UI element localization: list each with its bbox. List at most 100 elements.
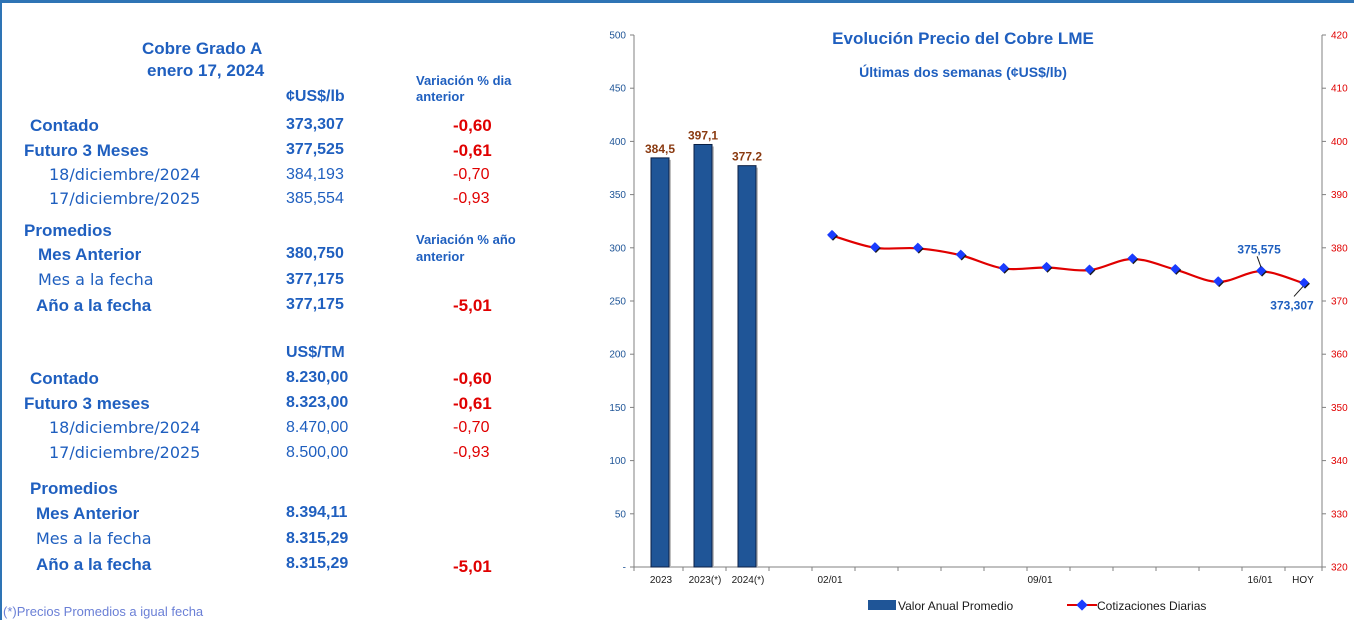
daily-price-marker	[955, 249, 966, 260]
row-change: -5,01	[453, 557, 492, 576]
row-value: 377,175	[286, 296, 344, 313]
row-label: Futuro 3 meses	[24, 394, 150, 413]
row-value: 377,175	[286, 271, 344, 288]
row-label: 17/diciembre/2025	[49, 443, 201, 462]
x-tick-label: 09/01	[1027, 575, 1052, 586]
var-dia-header-1: Variación % dia	[416, 73, 512, 88]
annotation-leader	[1293, 286, 1304, 297]
x-tick-label: 2024(*)	[732, 575, 765, 586]
promedios-label: Promedios	[30, 479, 118, 498]
right-tick-label: 340	[1331, 456, 1348, 467]
row-value: 384,193	[286, 166, 344, 183]
top-border	[0, 0, 1354, 3]
unit-tm-header: US$/TM	[286, 344, 345, 361]
chart-subtitle: Últimas dos semanas (¢US$/lb)	[859, 63, 1067, 80]
row-label: Futuro 3 Meses	[24, 141, 149, 160]
daily-price-marker	[869, 242, 880, 253]
daily-price-line	[831, 234, 1305, 285]
daily-price-marker	[912, 242, 923, 253]
row-label: Mes a la fecha	[38, 270, 154, 289]
bar-value-label: 384,5	[645, 142, 675, 156]
row-value: 377,525	[286, 141, 344, 158]
row-value: 8.500,00	[286, 444, 349, 461]
left-tick-label: 400	[609, 137, 626, 148]
row-label: Mes Anterior	[36, 504, 140, 523]
daily-price-marker	[1084, 264, 1095, 275]
x-tick-label: 2023(*)	[689, 575, 722, 586]
row-label: Mes a la fecha	[36, 529, 152, 548]
legend-label-line: Cotizaciones Diarias	[1097, 599, 1206, 613]
row-label: 18/diciembre/2024	[49, 418, 201, 437]
row-value: 8.470,00	[286, 419, 349, 436]
row-label: Año a la fecha	[36, 296, 152, 315]
annotation-label: 375,575	[1237, 242, 1281, 256]
row-change: -0,93	[453, 190, 490, 207]
row-value: 8.230,00	[286, 369, 349, 386]
right-tick-label: 350	[1331, 403, 1348, 414]
left-tick-label: 300	[609, 243, 626, 254]
annotation-leader	[1256, 256, 1262, 268]
daily-price-marker	[1041, 261, 1052, 272]
left-tick-label: 450	[609, 84, 626, 95]
left-tick-label: 100	[609, 456, 626, 467]
row-change: -0,61	[453, 141, 492, 160]
legend-label-bars: Valor Anual Promedio	[898, 599, 1014, 613]
row-label: 17/diciembre/2025	[49, 189, 201, 208]
footnote: (*)Precios Promedios a igual fecha	[3, 604, 204, 619]
var-anio-header-1: Variación % año	[416, 232, 516, 247]
unit-lb-header: ¢US$/lb	[286, 88, 345, 105]
right-tick-label: 390	[1331, 190, 1348, 201]
row-label: Contado	[30, 116, 99, 135]
left-tick-label: 200	[609, 350, 626, 361]
daily-price-marker	[827, 229, 837, 240]
row-label: 18/diciembre/2024	[49, 165, 201, 184]
left-tick-label: -	[623, 563, 626, 574]
bar-value-label: 397,1	[688, 128, 718, 142]
right-tick-label: 320	[1331, 563, 1348, 574]
row-value: 8.315,29	[286, 530, 349, 547]
legend-swatch-bars	[868, 600, 896, 610]
promedios-label: Promedios	[24, 221, 112, 240]
right-tick-label: 410	[1331, 84, 1348, 95]
row-label: Contado	[30, 369, 99, 388]
bar-value-label: 377.2	[732, 150, 762, 164]
row-change: -0,60	[453, 369, 492, 388]
legend-marker	[1076, 599, 1088, 611]
row-label: Año a la fecha	[36, 555, 152, 574]
annotation-label: 373,307	[1270, 298, 1314, 312]
left-tick-label: 500	[609, 31, 626, 42]
x-tick-label: 02/01	[817, 575, 842, 586]
left-tick-label: 50	[615, 509, 627, 520]
left-tick-label: 350	[609, 190, 626, 201]
row-change: -0,60	[453, 116, 492, 135]
right-tick-label: 370	[1331, 297, 1348, 308]
bar	[650, 157, 670, 568]
row-change: -0,61	[453, 394, 492, 413]
chart-title: Evolución Precio del Cobre LME	[832, 29, 1094, 48]
table-title: Cobre Grado A	[142, 39, 263, 58]
right-tick-label: 380	[1331, 243, 1348, 254]
row-value: 8.394,11	[286, 504, 348, 521]
table-date: enero 17, 2024	[147, 61, 265, 80]
daily-price-marker	[1299, 277, 1309, 288]
daily-price-marker	[1127, 253, 1138, 264]
row-value: 373,307	[286, 116, 344, 133]
right-tick-label: 420	[1331, 31, 1348, 42]
row-value: 8.323,00	[286, 394, 349, 411]
daily-price-marker	[1213, 276, 1224, 287]
daily-price-marker	[998, 262, 1009, 273]
row-label: Mes Anterior	[38, 245, 142, 264]
bar	[737, 165, 757, 568]
left-border	[0, 0, 2, 620]
right-tick-label: 360	[1331, 350, 1348, 361]
row-change: -0,93	[453, 444, 490, 461]
right-tick-label: 400	[1331, 137, 1348, 148]
row-change: -5,01	[453, 296, 492, 315]
left-tick-label: 150	[609, 403, 626, 414]
row-value: 380,750	[286, 245, 344, 262]
var-dia-header-2: anterior	[416, 89, 465, 104]
row-change: -0,70	[453, 166, 490, 183]
daily-price-marker	[1170, 263, 1181, 274]
right-tick-label: 330	[1331, 509, 1348, 520]
